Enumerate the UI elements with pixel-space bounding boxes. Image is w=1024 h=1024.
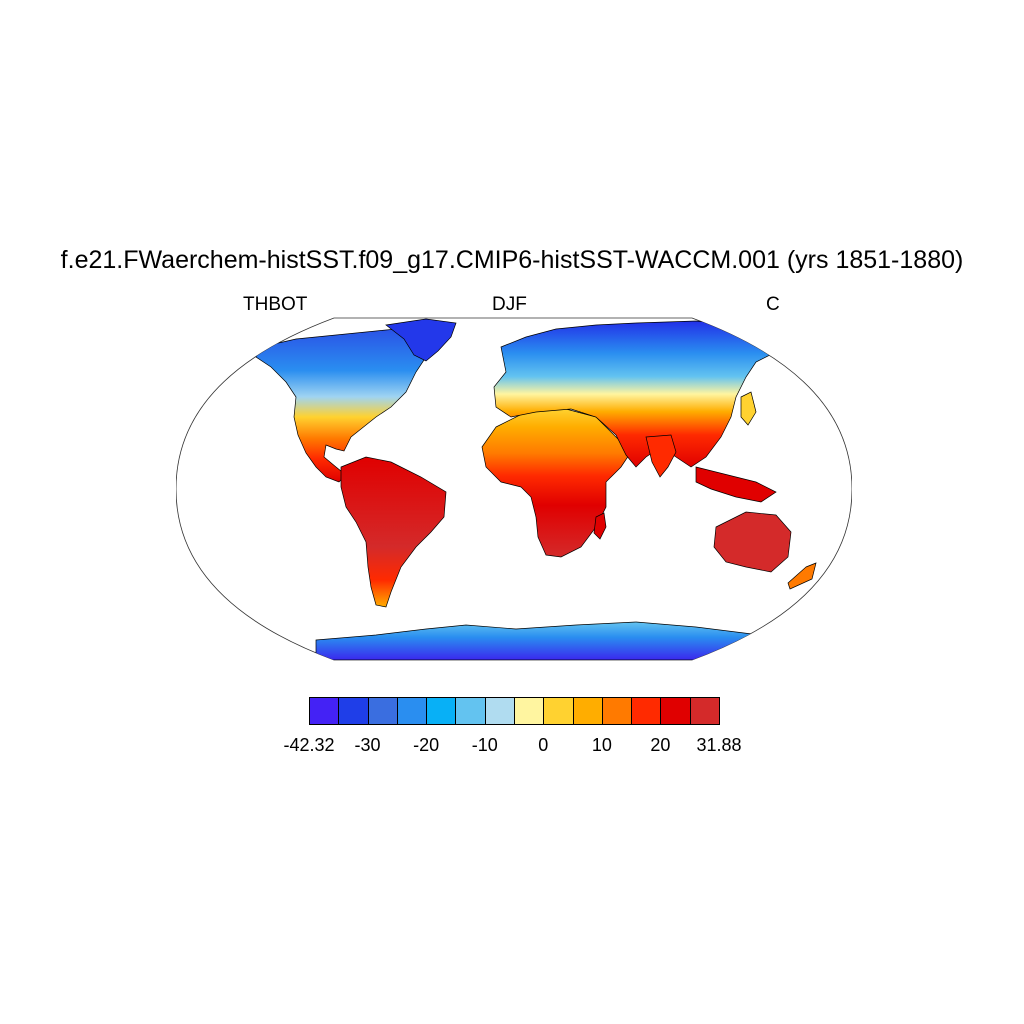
colorbar-box [572, 697, 603, 725]
south-america [340, 456, 447, 608]
colorbar-tick-label: 10 [591, 735, 612, 755]
greenland [385, 318, 457, 362]
colorbar-tick-label: 20 [650, 735, 671, 755]
colorbar-tick-label: -20 [413, 735, 440, 755]
africa [481, 408, 632, 558]
colorbar-tick-label: 31.88 [696, 735, 742, 755]
plot-title: f.e21.FWaerchem-histSST.f09_g17.CMIP6-hi… [60, 246, 964, 274]
colorbar-box [514, 697, 545, 725]
colorbar-box [601, 697, 633, 725]
madagascar [593, 512, 607, 540]
units-label: C [766, 294, 780, 315]
colorbar-tick-label: -10 [471, 735, 498, 755]
colorbar-box [631, 697, 662, 725]
season-label: DJF [492, 294, 527, 315]
colorbar-box [660, 697, 691, 725]
colorbar-tick-label: -30 [354, 735, 381, 755]
india [645, 434, 677, 478]
colorbar-tick-label: 0 [538, 735, 549, 755]
colorbar-box [543, 697, 574, 725]
colorbar-box [309, 697, 340, 725]
colorbar-box [338, 697, 369, 725]
variable-label: THBOT [243, 294, 308, 315]
colorbar-box [367, 697, 398, 725]
colorbar-box [426, 697, 457, 725]
world-map [176, 317, 852, 661]
japan [740, 391, 757, 426]
colorbar-box [484, 697, 515, 725]
australia [713, 511, 792, 573]
antarctica [315, 621, 778, 660]
colorbar-tick-label: -42.32 [283, 735, 335, 755]
colorbar-box [455, 697, 486, 725]
colorbar-box [689, 697, 720, 725]
southeast-asia [695, 466, 777, 503]
colorbar-box [396, 697, 428, 725]
new-zealand [787, 562, 817, 590]
colorbar [309, 697, 720, 725]
eurasia [493, 320, 777, 468]
